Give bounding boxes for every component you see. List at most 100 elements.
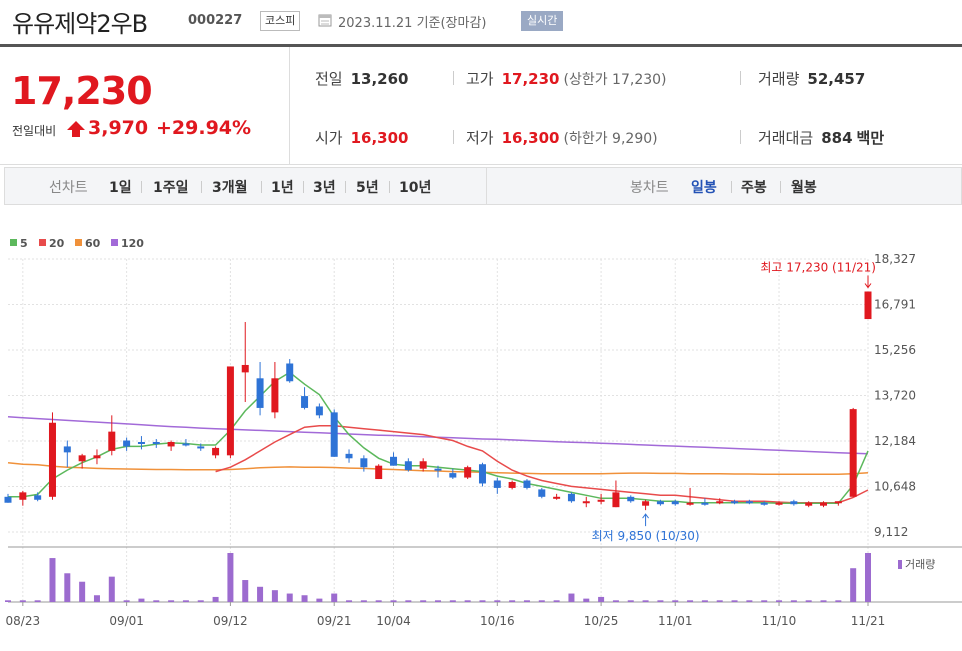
candle-chart-label: 봉차트	[630, 180, 669, 196]
volume-bar	[746, 600, 753, 602]
volume-bar	[153, 600, 160, 602]
volume-bar	[212, 596, 219, 602]
volume-bar	[835, 600, 842, 602]
volume-label: 거래량	[758, 70, 800, 88]
x-tick-label: 11/01	[658, 614, 693, 628]
period-3y[interactable]: 3년	[313, 180, 336, 196]
realtime-button[interactable]: 실시간	[521, 11, 564, 31]
divider	[780, 181, 781, 193]
volume-bar	[464, 600, 471, 602]
candle-body	[4, 496, 12, 503]
base-date: 2023.11.21 기준(장마감)	[338, 16, 487, 31]
volume-bar	[64, 573, 71, 602]
x-tick-label: 08/23	[6, 614, 41, 628]
volume-bar	[538, 600, 545, 602]
open-label: 시가	[315, 129, 343, 147]
volume-bar	[346, 600, 353, 602]
period-1w[interactable]: 1주일	[153, 180, 189, 196]
volume-bar	[331, 593, 338, 602]
chart-toolbar: 선차트 1일 1주일 3개월 1년 3년 5년 10년 봉차트 일봉 주봉 월봉	[4, 167, 962, 205]
divider	[731, 181, 732, 193]
volume-bar	[701, 600, 708, 602]
x-tick-label: 10/25	[584, 614, 619, 628]
candle-body	[390, 456, 398, 466]
current-price: 17,230	[11, 69, 153, 113]
candle-body	[197, 446, 205, 449]
volume-bar	[435, 600, 441, 602]
volume-bar	[197, 600, 204, 602]
candle-body	[212, 447, 220, 456]
volume-value: 52,457	[807, 70, 866, 88]
candle-weekly[interactable]: 주봉	[741, 180, 767, 196]
legend-label-ma5: 5	[20, 237, 28, 250]
high-annotation: 최고 17,230 (11/21)	[760, 260, 876, 274]
x-tick-label: 09/12	[213, 614, 248, 628]
candle-body	[360, 458, 368, 468]
period-1y[interactable]: 1년	[271, 180, 294, 196]
ma20-line	[215, 424, 869, 504]
candle-body	[701, 502, 709, 505]
period-10y[interactable]: 10년	[399, 180, 432, 196]
volume-bar	[375, 600, 382, 602]
volume-bar	[790, 600, 797, 602]
candle-body	[182, 443, 190, 446]
candle-daily[interactable]: 일봉	[691, 180, 717, 196]
candle-body	[597, 499, 605, 502]
divider	[141, 181, 142, 193]
high-arrow	[864, 275, 872, 289]
divider	[453, 130, 454, 144]
period-1d[interactable]: 1일	[109, 180, 132, 196]
volume-bar	[612, 600, 619, 602]
y-tick-label: 16,791	[874, 298, 916, 312]
period-5y[interactable]: 5년	[356, 180, 379, 196]
y-tick-label: 15,256	[874, 343, 916, 357]
candle-body	[167, 441, 175, 447]
candle-body	[671, 501, 679, 505]
open-value: 16,300	[350, 129, 409, 147]
candle-monthly[interactable]: 월봉	[791, 180, 817, 196]
candle-body	[241, 364, 249, 373]
candle-body	[256, 378, 264, 408]
candle-body	[34, 495, 42, 500]
candle-body	[345, 453, 353, 459]
high-label: 고가	[466, 70, 494, 88]
candle-body	[226, 366, 234, 456]
volume-bar	[761, 600, 768, 602]
candle-body	[271, 378, 279, 413]
volume-bar	[687, 600, 694, 602]
candle-body	[301, 396, 309, 408]
candle-body	[627, 496, 635, 502]
volume-bar	[865, 553, 871, 602]
divider	[740, 130, 741, 144]
volume-bar	[509, 600, 516, 602]
candle-body	[716, 501, 724, 504]
y-tick-label: 18,327	[874, 252, 916, 266]
low-annotation: 최저 9,850 (10/30)	[592, 529, 700, 543]
volume-bar	[271, 590, 278, 602]
ma120-line	[7, 416, 869, 455]
volume-bar	[93, 595, 100, 602]
candle-body	[63, 446, 71, 453]
volume-bar	[850, 568, 857, 602]
candle-body	[805, 502, 813, 506]
toolbar-divider	[486, 168, 487, 204]
open-price: 시가 16,300	[315, 127, 409, 148]
x-tick-label: 11/10	[762, 614, 797, 628]
candle-body	[656, 501, 664, 505]
volume-bar	[49, 558, 56, 602]
trade-amount-unit: 백만	[856, 129, 885, 147]
x-tick-label: 09/01	[109, 614, 144, 628]
volume-bar	[716, 600, 723, 602]
volume-bar	[182, 600, 189, 602]
volume-bar	[583, 598, 590, 602]
volume-bar	[19, 600, 26, 602]
volume-bar	[5, 600, 11, 602]
period-3m[interactable]: 3개월	[212, 180, 248, 196]
divider	[740, 71, 741, 85]
volume-bar	[598, 596, 605, 602]
legend-swatch-ma5	[10, 239, 17, 246]
high-value: 17,230	[501, 70, 560, 88]
y-tick-label: 13,720	[874, 389, 916, 403]
x-tick-label: 11/21	[851, 614, 886, 628]
divider	[201, 181, 202, 193]
